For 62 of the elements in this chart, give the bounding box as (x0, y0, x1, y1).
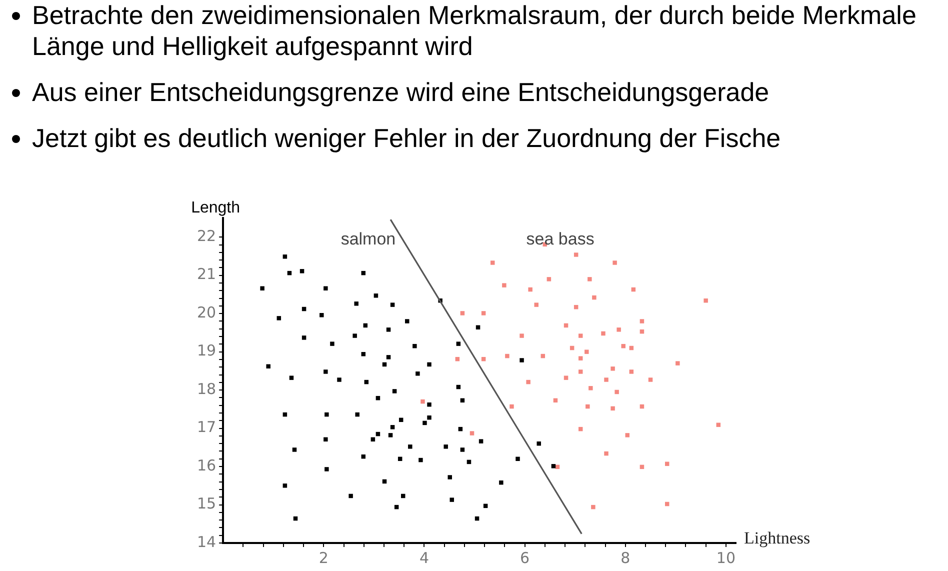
point (676, 361, 680, 366)
y-tick-label: 20 (196, 303, 216, 322)
x-tick-label: 2 (318, 548, 328, 567)
point (460, 311, 465, 316)
point (664, 462, 670, 466)
y-axis-title: Length (191, 199, 240, 216)
point (616, 328, 621, 332)
x-tick-label: 10 (716, 548, 736, 567)
point (574, 252, 578, 257)
point (591, 504, 596, 510)
point (588, 277, 592, 282)
point (640, 319, 644, 324)
series-label: sea bass (526, 230, 594, 249)
point (610, 406, 615, 411)
point (604, 378, 608, 382)
point (420, 399, 425, 404)
point (601, 331, 606, 336)
x-tick-label: 6 (520, 548, 530, 567)
point (621, 344, 626, 348)
y-tick-label: 14 (196, 532, 216, 551)
point (520, 334, 524, 338)
point (614, 390, 619, 394)
point (586, 404, 590, 409)
point (490, 260, 495, 265)
point (564, 376, 568, 380)
point (612, 260, 617, 265)
point (505, 354, 510, 358)
point (716, 422, 721, 427)
x-axis-title: Lightness (744, 528, 810, 548)
y-tick-label: 18 (196, 380, 216, 398)
y-tick-label: 19 (196, 342, 216, 360)
point (526, 380, 530, 384)
point (592, 295, 596, 300)
point (528, 287, 532, 292)
point (578, 356, 583, 360)
point (625, 433, 630, 438)
y-tick-label: 17 (196, 418, 216, 436)
x-tick-label: 8 (620, 548, 630, 567)
text: Jetzt gibt es deutlich weniger Fehler in der Zuordnung der Fische (31, 123, 782, 154)
point (502, 283, 506, 288)
point (481, 311, 486, 316)
point (470, 431, 474, 436)
point (578, 334, 583, 338)
point (584, 350, 589, 354)
point (610, 366, 615, 371)
point (578, 370, 583, 374)
text: Aus einer Entscheidungsgrenze wird eine Entscheidungsgerade (31, 77, 770, 108)
point (546, 277, 552, 282)
y-tick-label: 22 (196, 227, 216, 246)
y-tick-label: 21 (196, 265, 216, 284)
point (510, 404, 514, 409)
point (534, 302, 538, 307)
x-tick-label: 4 (419, 548, 430, 567)
point (704, 298, 708, 303)
y-tick-label: 15 (196, 494, 216, 513)
point (604, 451, 608, 456)
text: Betrachte den zweidimensionalen Merkmalsraum, der durch beide Merkmale Länge und Helligkeit aufgespannt wird (31, 0, 918, 62)
point (588, 386, 593, 390)
point (648, 378, 653, 382)
point (629, 370, 634, 374)
series-label: salmon (340, 230, 396, 249)
y-tick-label: 16 (196, 456, 216, 474)
